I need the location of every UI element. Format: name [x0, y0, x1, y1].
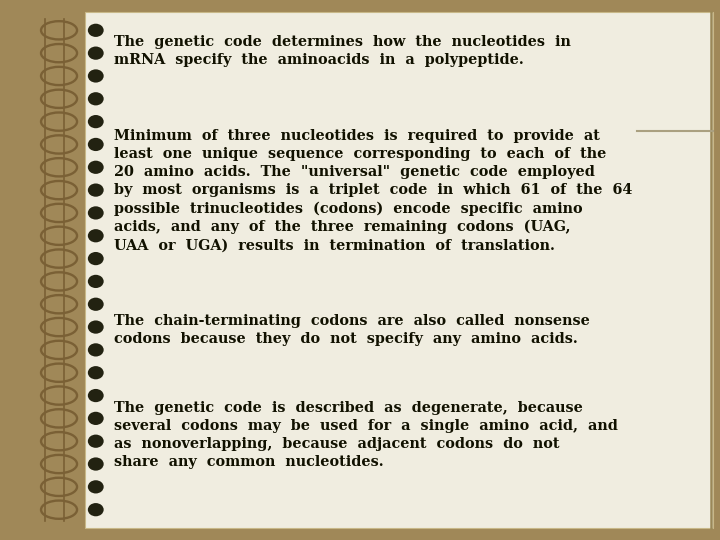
Text: Minimum  of  three  nucleotides  is  required  to  provide  at
least  one  uniqu: Minimum of three nucleotides is required… [114, 129, 632, 253]
Text: The  genetic  code  is  described  as  degenerate,  because
several  codons  may: The genetic code is described as degener… [114, 401, 618, 469]
Ellipse shape [88, 69, 104, 83]
Text: The  genetic  code  determines  how  the  nucleotides  in
mRNA  specify  the  am: The genetic code determines how the nucl… [114, 35, 571, 68]
Ellipse shape [88, 46, 104, 60]
Ellipse shape [88, 24, 104, 37]
Ellipse shape [88, 320, 104, 334]
Ellipse shape [88, 138, 104, 151]
Ellipse shape [88, 206, 104, 220]
Ellipse shape [88, 115, 104, 128]
Text: The  chain-terminating  codons  are  also  called  nonsense
codons  because  the: The chain-terminating codons are also ca… [114, 314, 590, 347]
Ellipse shape [88, 457, 104, 471]
Ellipse shape [88, 184, 104, 197]
Ellipse shape [88, 275, 104, 288]
Ellipse shape [88, 389, 104, 402]
Ellipse shape [88, 92, 104, 105]
Ellipse shape [88, 229, 104, 242]
Ellipse shape [88, 366, 104, 379]
Ellipse shape [88, 252, 104, 265]
Ellipse shape [88, 503, 104, 516]
Ellipse shape [88, 435, 104, 448]
FancyBboxPatch shape [85, 12, 713, 528]
Ellipse shape [88, 298, 104, 311]
Ellipse shape [88, 161, 104, 174]
Ellipse shape [88, 412, 104, 425]
Ellipse shape [88, 343, 104, 356]
Ellipse shape [88, 480, 104, 494]
